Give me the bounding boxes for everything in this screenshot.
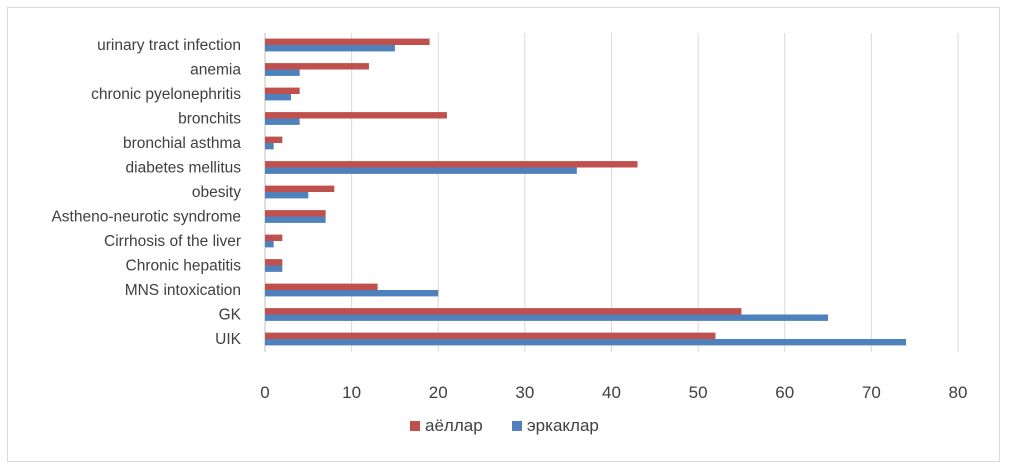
bar-series-1 — [265, 161, 638, 168]
category-label: UIK — [215, 331, 242, 348]
category-label: Astheno-neurotic syndrome — [51, 209, 241, 226]
bar-series-2 — [265, 45, 395, 52]
category-label: urinary tract infection — [97, 37, 241, 54]
legend-swatch — [512, 421, 522, 431]
bar-series-2 — [265, 241, 274, 248]
bar-series-2 — [265, 216, 326, 223]
bar-series-1 — [265, 136, 283, 143]
x-tick-label: 60 — [775, 383, 794, 402]
x-tick-label: 40 — [602, 383, 621, 402]
bar-series-2 — [265, 290, 439, 297]
category-label: chronic pyelonephritis — [91, 86, 241, 103]
legend-swatch — [410, 421, 420, 431]
x-tick-label: 20 — [429, 383, 448, 402]
bar-series-1 — [265, 259, 283, 266]
chart-frame — [7, 7, 1000, 462]
bar-series-1 — [265, 38, 430, 45]
bar-series-1 — [265, 234, 283, 241]
bar-series-2 — [265, 265, 283, 272]
category-label: diabetes mellitus — [126, 160, 242, 177]
x-tick-label: 50 — [689, 383, 708, 402]
x-axis-ticks: 0 10 20 30 40 50 60 70 80 — [260, 383, 967, 402]
bar-series-2 — [265, 94, 291, 101]
x-tick-label: 80 — [949, 383, 968, 402]
legend-label: аёллар — [425, 416, 483, 435]
category-label: bronchits — [178, 111, 241, 128]
category-label: Chronic hepatitis — [126, 258, 242, 275]
category-label: Cirrhosis of the liver — [104, 233, 241, 250]
legend-label: эркаклар — [527, 416, 599, 435]
category-label: anemia — [190, 62, 241, 79]
bar-series-2 — [265, 339, 907, 346]
gridlines — [264, 33, 959, 352]
category-label: bronchial asthma — [123, 135, 241, 152]
bars — [265, 38, 907, 346]
legend: аёллар эркаклар — [410, 416, 599, 435]
bar-series-2 — [265, 314, 829, 321]
category-label: GK — [219, 307, 242, 324]
bar-series-1 — [265, 185, 335, 192]
category-label: MNS intoxication — [125, 282, 241, 299]
category-labels: urinary tract infection anemia chronic pye… — [51, 37, 241, 348]
bar-series-1 — [265, 63, 369, 70]
bar-series-1 — [265, 210, 326, 217]
bar-series-1 — [265, 308, 742, 315]
bar-series-2 — [265, 69, 300, 76]
bar-series-2 — [265, 167, 577, 174]
x-tick-label: 70 — [862, 383, 881, 402]
x-tick-label: 10 — [342, 383, 361, 402]
bar-series-1 — [265, 112, 447, 119]
x-tick-label: 0 — [260, 383, 269, 402]
bar-series-2 — [265, 192, 309, 199]
bar-series-2 — [265, 118, 300, 125]
bar-series-1 — [265, 283, 378, 290]
bar-series-2 — [265, 143, 274, 150]
bar-series-1 — [265, 332, 716, 339]
category-label: obesity — [192, 184, 241, 201]
x-tick-label: 30 — [515, 383, 534, 402]
bar-series-1 — [265, 87, 300, 94]
